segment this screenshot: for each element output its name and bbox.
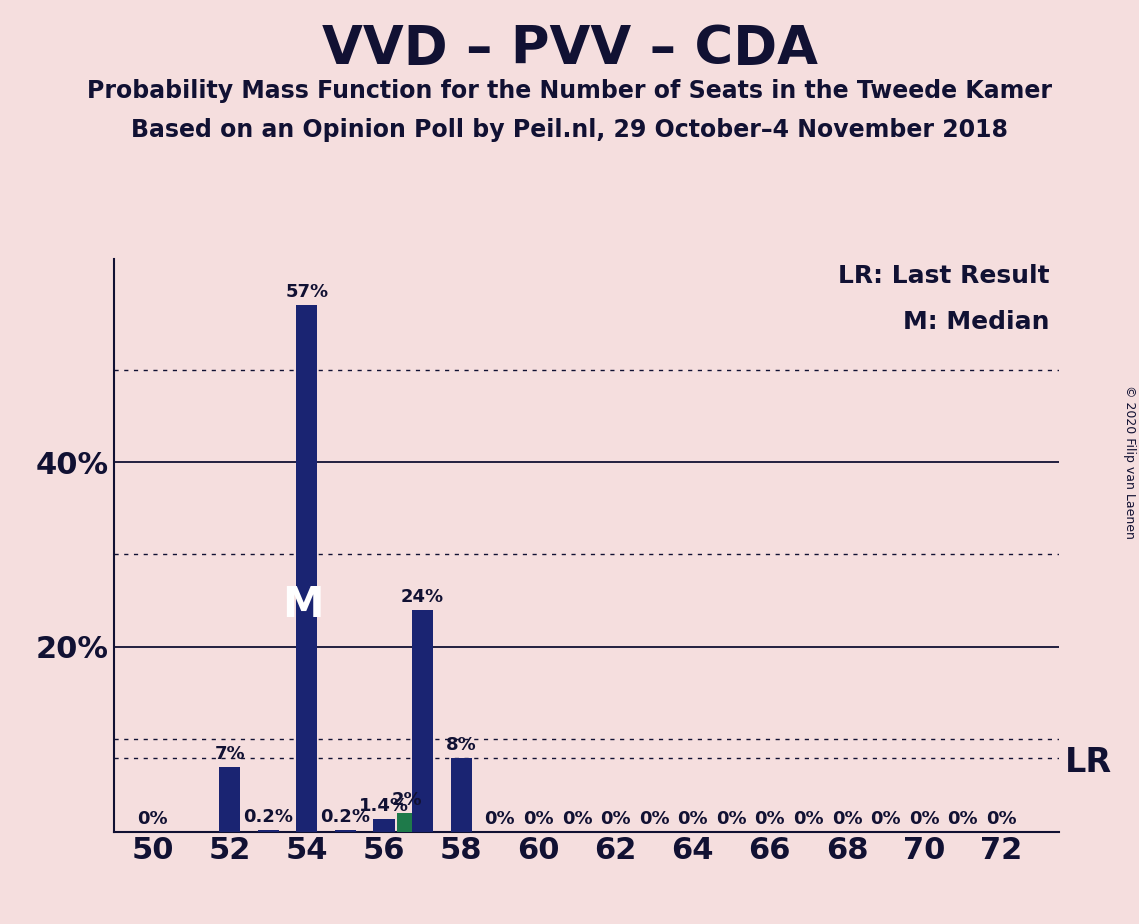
Text: 0%: 0% xyxy=(831,810,862,828)
Text: 0%: 0% xyxy=(678,810,708,828)
Text: VVD – PVV – CDA: VVD – PVV – CDA xyxy=(321,23,818,75)
Text: 0%: 0% xyxy=(562,810,592,828)
Text: 0%: 0% xyxy=(909,810,940,828)
Text: Based on an Opinion Poll by Peil.nl, 29 October–4 November 2018: Based on an Opinion Poll by Peil.nl, 29 … xyxy=(131,118,1008,142)
Text: Probability Mass Function for the Number of Seats in the Tweede Kamer: Probability Mass Function for the Number… xyxy=(87,79,1052,103)
Text: M: M xyxy=(282,584,323,626)
Text: 0%: 0% xyxy=(137,810,167,828)
Text: 0%: 0% xyxy=(986,810,1017,828)
Text: 2%: 2% xyxy=(392,792,423,809)
Text: 0%: 0% xyxy=(523,810,554,828)
Text: 0%: 0% xyxy=(754,810,785,828)
Bar xyxy=(412,610,433,832)
Text: 1.4%: 1.4% xyxy=(359,797,409,815)
Text: 0%: 0% xyxy=(484,810,515,828)
Text: © 2020 Filip van Laenen: © 2020 Filip van Laenen xyxy=(1123,385,1136,539)
Bar xyxy=(335,830,357,832)
Text: LR: LR xyxy=(1065,746,1112,779)
Text: 57%: 57% xyxy=(285,284,328,301)
Text: 0%: 0% xyxy=(870,810,901,828)
Text: 0%: 0% xyxy=(716,810,746,828)
Text: 8%: 8% xyxy=(445,736,476,754)
Text: 0.2%: 0.2% xyxy=(320,808,370,826)
Text: 0%: 0% xyxy=(639,810,670,828)
Bar xyxy=(451,758,472,832)
Bar xyxy=(374,819,394,832)
Text: 0%: 0% xyxy=(793,810,823,828)
Text: 24%: 24% xyxy=(401,589,444,606)
Bar xyxy=(396,813,418,832)
Text: 7%: 7% xyxy=(214,746,245,763)
Text: 0%: 0% xyxy=(948,810,978,828)
Text: 0%: 0% xyxy=(600,810,631,828)
Bar xyxy=(257,830,279,832)
Bar xyxy=(219,767,240,832)
Bar xyxy=(296,305,318,832)
Text: 0.2%: 0.2% xyxy=(244,808,293,826)
Text: LR: Last Result: LR: Last Result xyxy=(838,264,1050,288)
Text: M: Median: M: Median xyxy=(903,310,1050,334)
